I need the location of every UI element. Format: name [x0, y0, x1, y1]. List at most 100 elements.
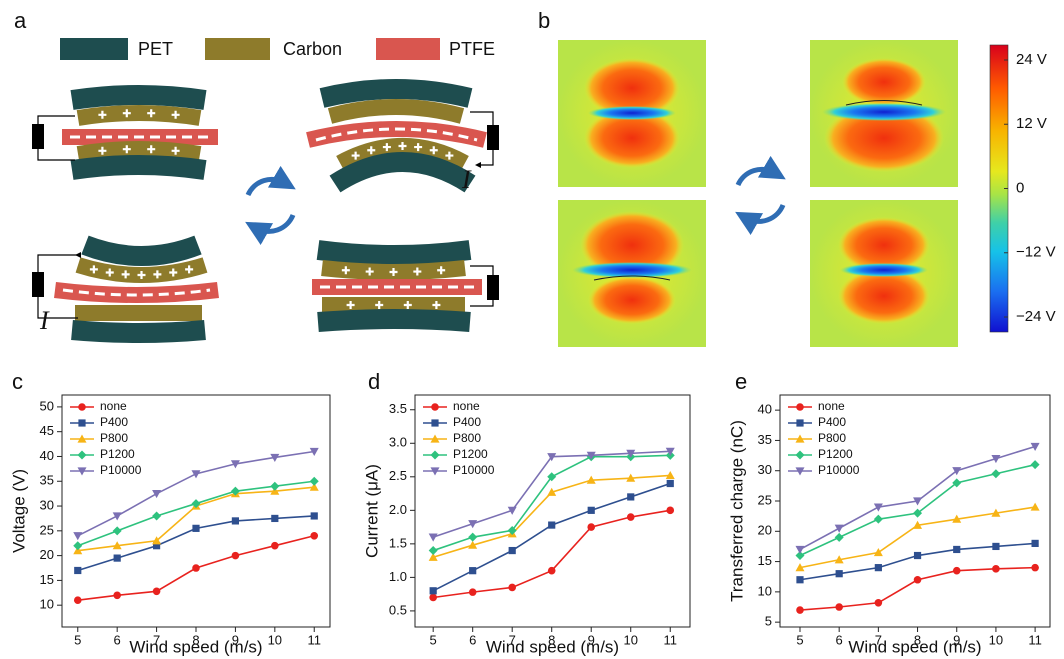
- legend-label: P10000: [818, 463, 860, 477]
- x-tick-label: 9: [588, 632, 595, 647]
- data-point: [992, 542, 1000, 551]
- legend-label: P10000: [100, 463, 142, 477]
- data-point: [271, 514, 279, 523]
- colorbar-ticks: 24 V 12 V 0 −12 V −24 V: [1004, 51, 1056, 325]
- legend-label: P10000: [453, 463, 495, 477]
- positive-charge: [122, 109, 131, 118]
- data-point: [152, 511, 162, 521]
- data-point: [626, 513, 635, 521]
- data-point: [270, 481, 280, 491]
- data-point: [270, 486, 280, 495]
- colorbar-tick-label: −24 V: [1016, 308, 1056, 325]
- data-point: [230, 486, 240, 496]
- x-tick-label: 6: [836, 632, 843, 647]
- data-point: [991, 469, 1001, 479]
- positive-charge: [98, 110, 107, 119]
- data-point: [1031, 563, 1039, 572]
- data-point: [587, 506, 595, 514]
- data-point: [191, 499, 201, 509]
- current-label: I: [461, 165, 472, 194]
- data-point: [626, 449, 636, 458]
- x-tick-label: 10: [268, 632, 282, 647]
- positive-charge: [375, 301, 384, 309]
- data-point: [796, 576, 804, 584]
- data-point: [796, 606, 804, 614]
- series-line: [77, 515, 315, 572]
- legend-marker: [431, 403, 439, 411]
- x-tick-label: 5: [796, 632, 803, 647]
- data-point: [507, 525, 517, 535]
- data-point: [952, 478, 962, 488]
- pet-layer: [81, 235, 202, 266]
- y-tick-label: 5: [765, 614, 772, 629]
- positive-charge: [365, 267, 374, 276]
- legend-marker: [77, 434, 87, 443]
- data-point: [310, 512, 318, 520]
- wires: [37, 111, 494, 319]
- data-point: [586, 475, 596, 484]
- data-point: [231, 517, 240, 525]
- data-point: [508, 583, 516, 592]
- panel-label: b: [538, 8, 550, 33]
- panel-label: d: [368, 369, 380, 394]
- y-tick-label: 35: [40, 473, 54, 488]
- data-point: [992, 565, 1000, 573]
- car-layer: [76, 105, 202, 126]
- pet-layer: [317, 309, 471, 332]
- data-point: [309, 476, 319, 486]
- legend-marker: [796, 419, 804, 427]
- data-point: [627, 493, 635, 501]
- data-point: [191, 470, 201, 479]
- positive-charge: [185, 265, 194, 274]
- data-point: [665, 470, 675, 480]
- data-point: [73, 596, 82, 605]
- data-point: [428, 552, 438, 561]
- x-tick-label: 9: [953, 632, 960, 647]
- legend-swatch: [205, 38, 270, 60]
- x-tick-label: 5: [74, 632, 81, 647]
- legend-marker: [77, 467, 87, 476]
- colorbar-tick-label: 24 V: [1016, 51, 1047, 68]
- y-tick-label: 40: [758, 402, 772, 417]
- data-point: [429, 593, 437, 602]
- positive-charge: [171, 146, 180, 155]
- y-tick-label: 15: [40, 572, 54, 587]
- positive-charge: [429, 146, 438, 155]
- car-layer: [76, 141, 202, 162]
- legend-marker: [795, 467, 805, 476]
- legend-label: P1200: [453, 447, 488, 461]
- x-tick-label: 11: [1028, 632, 1042, 647]
- legend-marker: [796, 403, 804, 411]
- legend-marker: [431, 419, 439, 427]
- data-point: [271, 541, 279, 550]
- data-point: [795, 563, 805, 572]
- data-point: [74, 566, 82, 575]
- y-tick-label: 2.5: [389, 468, 407, 483]
- data-point: [152, 536, 162, 545]
- legend-label: none: [818, 399, 845, 413]
- data-point: [468, 532, 478, 542]
- y-tick-label: 2.0: [389, 502, 407, 517]
- positive-charge: [346, 301, 355, 309]
- series-line: [799, 542, 1036, 581]
- data-point: [626, 473, 636, 482]
- cycle-arrows: [245, 155, 786, 246]
- data-point: [834, 524, 844, 533]
- data-point: [309, 482, 319, 491]
- legend-marker: [430, 434, 440, 443]
- data-point: [835, 570, 843, 578]
- x-axis-label: Wind speed (m/s): [486, 637, 619, 656]
- y-tick-label: 50: [40, 398, 54, 413]
- positive-charge: [389, 268, 398, 276]
- legend-swatch: [376, 38, 440, 60]
- positive-charge: [89, 265, 98, 274]
- data-point: [73, 541, 83, 551]
- x-tick-label: 7: [153, 632, 160, 647]
- y-tick-label: 3.0: [389, 435, 407, 450]
- panel-label: e: [735, 369, 747, 394]
- colorbar-tick-label: −12 V: [1016, 244, 1056, 261]
- pet-layer: [70, 85, 207, 110]
- legend-label: P800: [453, 431, 481, 445]
- data-point: [469, 567, 477, 575]
